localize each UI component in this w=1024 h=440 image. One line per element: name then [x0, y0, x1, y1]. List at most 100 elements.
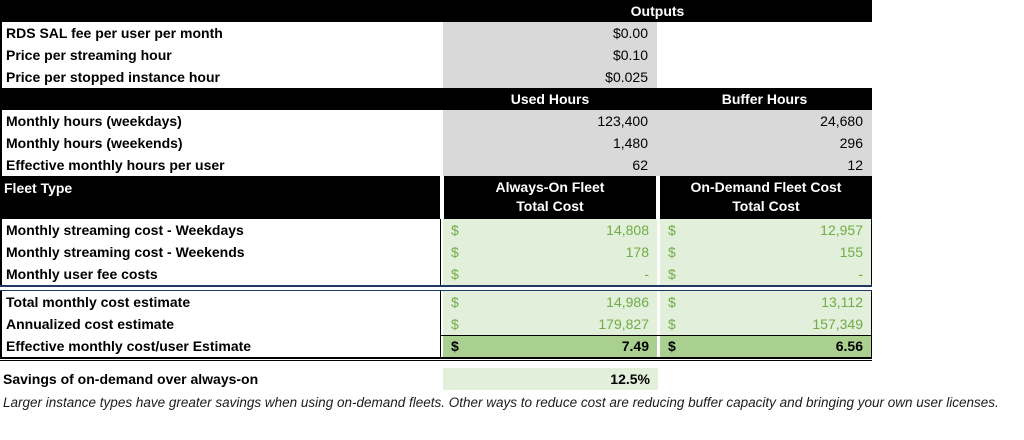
param-label-cell: Price per stopped instance hour [0, 66, 443, 88]
cost-on-demand-cell[interactable]: $ - [660, 263, 872, 285]
total-on-demand-cell[interactable]: $ 13,112 [660, 291, 872, 313]
table-bottom-border-gap [0, 359, 872, 360]
outputs-header-spacer [0, 0, 443, 22]
savings-label: Savings of on-demand over always-on [3, 371, 259, 387]
hours-used-cell[interactable]: 1,480 [443, 132, 657, 154]
cell-separator [440, 241, 443, 263]
currency-symbol: $ [668, 266, 676, 282]
total-value: 157,349 [812, 316, 863, 332]
hours-row: Monthly hours (weekdays) 123,400 24,680 [0, 110, 872, 132]
currency-symbol: $ [451, 338, 459, 354]
savings-row: Savings of on-demand over always-on 12.5… [0, 368, 658, 390]
cost-row: Monthly user fee costs $ - $ - [0, 263, 872, 285]
hours-buffer-cell[interactable]: 24,680 [657, 110, 872, 132]
cost-label-cell: Monthly streaming cost - Weekends [0, 241, 440, 263]
cell-separator [657, 336, 660, 357]
cost-always-on-cell[interactable]: $ 14,808 [443, 219, 657, 241]
param-label-cell: RDS SAL fee per user per month [0, 22, 443, 44]
currency-symbol: $ [668, 338, 676, 354]
cell-separator [440, 313, 443, 335]
hours-used-cell[interactable]: 62 [443, 154, 657, 176]
param-row: Price per stopped instance hour $0.025 [0, 66, 872, 88]
cost-value: 178 [625, 244, 649, 260]
param-value-cell[interactable]: $0.025 [443, 66, 657, 88]
cost-on-demand-cell[interactable]: $ 155 [660, 241, 872, 263]
total-row: Total monthly cost estimate $ 14,986 $ 1… [0, 291, 872, 313]
cost-value: 12,957 [820, 222, 863, 238]
cost-value: 155 [839, 244, 863, 260]
cell-separator [440, 219, 443, 241]
param-value-cell[interactable]: $0.00 [443, 22, 657, 44]
fleet-header-on-demand-cell: On-Demand Fleet Cost Total Cost [660, 176, 872, 219]
effective-value: 7.49 [621, 338, 649, 354]
total-always-on-cell[interactable]: $ 179,827 [443, 313, 657, 335]
currency-symbol: $ [451, 222, 459, 238]
fleet-header-label-cell: Fleet Type [0, 176, 440, 219]
savings-value-cell[interactable]: 12.5% [443, 368, 658, 390]
effective-on-demand-cell[interactable]: $ 6.56 [660, 336, 872, 357]
cost-value: 14,808 [606, 222, 649, 238]
hours-buffer-cell[interactable]: 12 [657, 154, 872, 176]
cell-separator [440, 336, 443, 357]
cell-separator [657, 219, 660, 241]
cost-value: - [858, 266, 863, 282]
cost-always-on-cell[interactable]: $ 178 [443, 241, 657, 263]
hours-row: Monthly hours (weekends) 1,480 296 [0, 132, 872, 154]
cost-label-cell: Monthly user fee costs [0, 263, 440, 285]
cost-row: Monthly streaming cost - Weekdays $ 14,8… [0, 219, 872, 241]
cost-row: Monthly streaming cost - Weekends $ 178 … [0, 241, 872, 263]
hours-header-used-cell: Used Hours [510, 91, 590, 107]
outputs-header-row: Outputs [0, 0, 872, 22]
cost-on-demand-cell[interactable]: $ 12,957 [660, 219, 872, 241]
table-bottom-border-thick [0, 357, 872, 359]
fleet-header-always-on-cell: Always-On Fleet Total Cost [444, 176, 656, 219]
fleet-header-always-on-line1: Always-On Fleet [495, 179, 605, 195]
effective-cells-wrapper: $ 7.49 $ 6.56 [440, 335, 872, 357]
total-value: 179,827 [598, 316, 649, 332]
footnote: Larger instance types have greater savin… [3, 395, 999, 410]
total-on-demand-cell[interactable]: $ 157,349 [660, 313, 872, 335]
fleet-header-on-demand-line2: Total Cost [732, 198, 800, 214]
fleet-header-on-demand-line1: On-Demand Fleet Cost [690, 179, 842, 195]
double-rule-divider [0, 285, 872, 291]
hours-buffer-cell[interactable]: 296 [657, 132, 872, 154]
currency-symbol: $ [451, 316, 459, 332]
effective-value: 6.56 [835, 338, 863, 354]
total-always-on-cell[interactable]: $ 14,986 [443, 291, 657, 313]
effective-cost-row: Effective monthly cost/user Estimate $ 7… [0, 335, 872, 357]
hours-label-cell: Effective monthly hours per user [0, 154, 443, 176]
hours-row: Effective monthly hours per user 62 12 [0, 154, 872, 176]
param-value-cell[interactable]: $0.10 [443, 44, 657, 66]
effective-label-cell: Effective monthly cost/user Estimate [0, 335, 440, 357]
param-empty-cell [657, 66, 872, 88]
fleet-header-row: Fleet Type Always-On Fleet Total Cost On… [0, 176, 872, 219]
cost-value: - [644, 266, 649, 282]
currency-symbol: $ [451, 266, 459, 282]
fleet-header-always-on-line2: Total Cost [516, 198, 584, 214]
outputs-header-cell: Outputs [630, 3, 685, 19]
cost-label-cell: Monthly streaming cost - Weekdays [0, 219, 440, 241]
total-value: 14,986 [606, 294, 649, 310]
outputs-table: Outputs RDS SAL fee per user per month $… [0, 0, 872, 361]
total-row: Annualized cost estimate $ 179,827 $ 157… [0, 313, 872, 335]
total-value: 13,112 [821, 294, 863, 310]
param-row: RDS SAL fee per user per month $0.00 [0, 22, 872, 44]
table-bottom-border-thin [0, 360, 872, 361]
hours-header-row: Used Hours Buffer Hours [0, 88, 872, 110]
hours-used-cell[interactable]: 123,400 [443, 110, 657, 132]
total-label-cell: Total monthly cost estimate [0, 291, 440, 313]
hours-label-cell: Monthly hours (weekdays) [0, 110, 443, 132]
currency-symbol: $ [451, 244, 459, 260]
cost-always-on-cell[interactable]: $ - [443, 263, 657, 285]
cell-separator [657, 241, 660, 263]
fleet-header-separator [656, 176, 660, 219]
total-label-cell: Annualized cost estimate [0, 313, 440, 335]
cell-separator [440, 263, 443, 285]
param-row: Price per streaming hour $0.10 [0, 44, 872, 66]
cell-separator [440, 291, 443, 313]
cell-separator [657, 313, 660, 335]
effective-always-on-cell[interactable]: $ 7.49 [443, 336, 657, 357]
currency-symbol: $ [668, 244, 676, 260]
hours-header-spacer [0, 88, 443, 110]
